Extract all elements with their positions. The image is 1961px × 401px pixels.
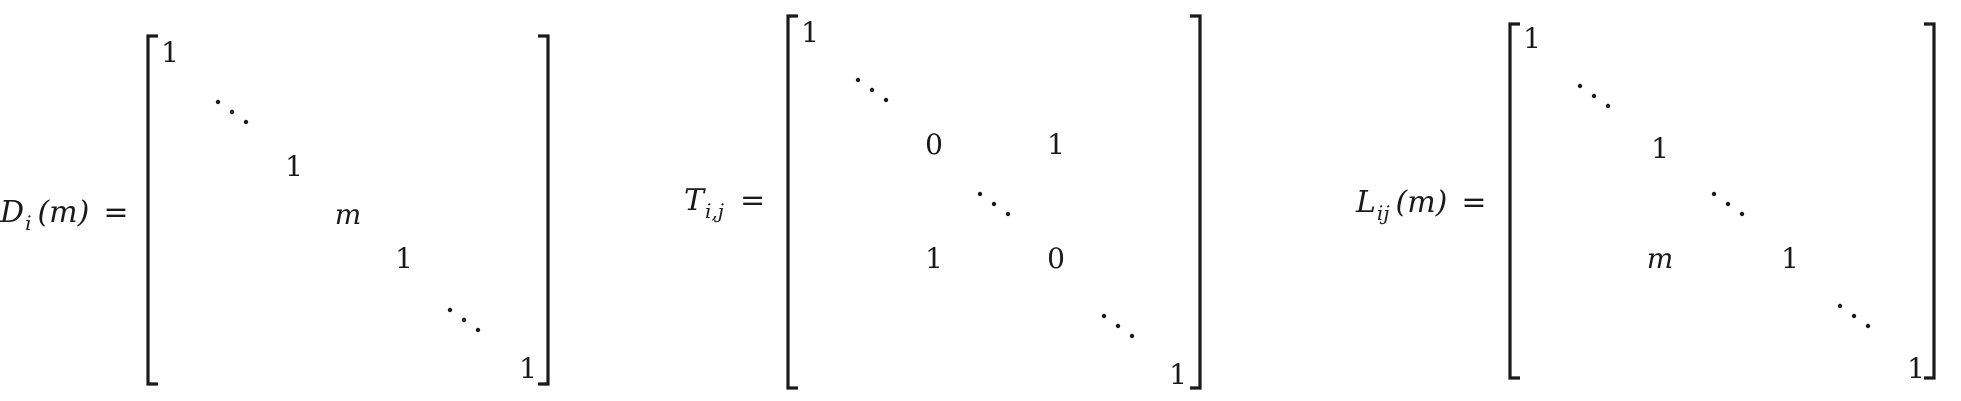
diagonal-dots (447, 307, 481, 333)
matrix-entry: 0 (1047, 242, 1065, 275)
matrix-entry: 1 (1907, 352, 1925, 385)
diagonal-dots (977, 191, 1011, 217)
dot (1865, 323, 1871, 329)
matrix-subscript: i,j (705, 199, 724, 223)
matrix-entry: m (1647, 242, 1674, 275)
diagonal-dots (855, 77, 889, 103)
matrix-argument: (m) (1396, 185, 1448, 220)
dot (1605, 103, 1611, 109)
equals-sign: = (1461, 185, 1486, 220)
dot (229, 109, 235, 115)
matrix-entry: 1 (801, 16, 819, 49)
dot (869, 87, 875, 93)
matrix-entry: 1 (1651, 132, 1669, 165)
matrix-entry: 1 (161, 36, 179, 69)
matrix-name: D (0, 195, 24, 230)
dot (447, 307, 453, 313)
diagonal-dots (1711, 191, 1745, 217)
dot (1711, 191, 1717, 197)
dot (855, 77, 861, 83)
dot (883, 97, 889, 103)
matrix-name: L (1355, 185, 1376, 220)
matrix-entry: m (335, 198, 362, 231)
right-bracket (538, 34, 550, 386)
dot (475, 327, 481, 333)
matrix-entry: 1 (1047, 128, 1065, 161)
right-bracket (1924, 22, 1936, 380)
matrix-entry: 1 (925, 242, 943, 275)
diagonal-dots (215, 99, 249, 125)
dot (1101, 313, 1107, 319)
equals-sign: = (740, 183, 765, 218)
dot (1725, 201, 1731, 207)
left-bracket (786, 14, 798, 390)
dot (1851, 313, 1857, 319)
dot (243, 119, 249, 125)
dot (1591, 93, 1597, 99)
equals-sign: = (103, 195, 128, 230)
dot (215, 99, 221, 105)
dot (1005, 211, 1011, 217)
matrix-subscript: ij (1377, 201, 1390, 225)
matrix-entry: 1 (519, 352, 537, 385)
left-bracket (146, 34, 158, 386)
dot (1129, 333, 1135, 339)
diagonal-dots (1577, 83, 1611, 109)
right-bracket (1190, 14, 1202, 390)
dot (1837, 303, 1843, 309)
dot (1739, 211, 1745, 217)
matrix-entry: 1 (395, 242, 413, 275)
left-bracket (1508, 22, 1520, 380)
dot (1577, 83, 1583, 89)
matrix-entry: 0 (925, 128, 943, 161)
diagonal-dots (1101, 313, 1135, 339)
matrix-argument: (m) (37, 195, 89, 230)
diagonal-dots (1837, 303, 1871, 329)
matrix-entry: 1 (1169, 358, 1187, 391)
dot (991, 201, 997, 207)
matrix-subscript: i (25, 211, 31, 235)
matrix-entry: 1 (1781, 242, 1799, 275)
matrix-entry: 1 (1523, 22, 1541, 55)
matrix-name: T (684, 183, 706, 218)
dot (977, 191, 983, 197)
dot (1115, 323, 1121, 329)
matrix-entry: 1 (285, 150, 303, 183)
dot (461, 317, 467, 323)
